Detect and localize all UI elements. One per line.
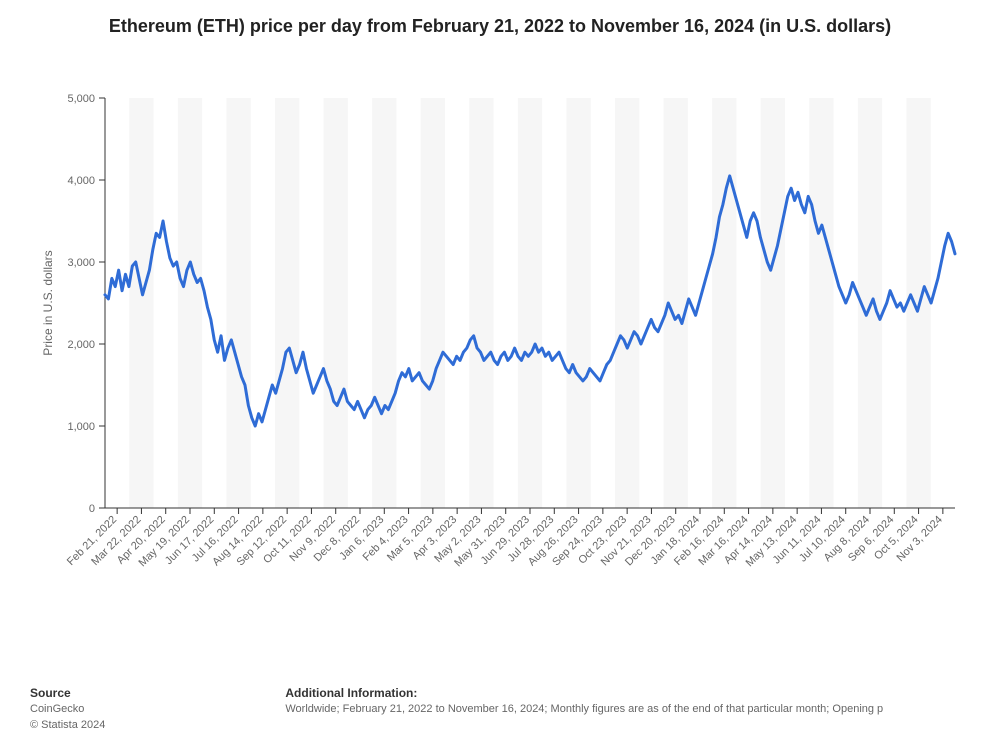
plot-band — [226, 98, 250, 508]
y-tick-label: 0 — [89, 503, 95, 515]
y-tick-label: 2,000 — [67, 339, 95, 351]
y-tick-label: 4,000 — [67, 175, 95, 187]
footer-source-heading: Source — [30, 686, 71, 700]
plot-band — [518, 98, 542, 508]
y-tick-label: 1,000 — [67, 421, 95, 433]
chart-area: 0 1,000 2,000 3,000 4,000 5,000 Price in U.S. … — [30, 78, 970, 638]
plot-band — [178, 98, 202, 508]
y-tick-label: 3,000 — [67, 257, 95, 269]
plot-band — [421, 98, 445, 508]
footer-additional: Additional Information: Worldwide; Febru… — [285, 685, 883, 733]
footer-copyright: © Statista 2024 — [30, 719, 105, 731]
plot-band — [615, 98, 639, 508]
chart-title: Ethereum (ETH) price per day from Februa… — [0, 0, 1000, 38]
plot-band — [761, 98, 785, 508]
plot-band — [809, 98, 833, 508]
y-axis-label: Price in U.S. dollars — [41, 250, 55, 355]
plot-band — [712, 98, 736, 508]
footer-additional-text: Worldwide; February 21, 2022 to November… — [285, 703, 883, 715]
chart-svg: 0 1,000 2,000 3,000 4,000 5,000 Price in U.S. … — [30, 78, 970, 638]
plot-band — [566, 98, 590, 508]
footer-source: Source CoinGecko © Statista 2024 — [30, 685, 105, 733]
footer-source-name: CoinGecko — [30, 703, 84, 715]
plot-band — [469, 98, 493, 508]
plot-band — [129, 98, 153, 508]
footer: Source CoinGecko © Statista 2024 Additio… — [30, 685, 1000, 733]
footer-additional-heading: Additional Information: — [285, 686, 417, 700]
plot-band — [324, 98, 348, 508]
plot-band — [372, 98, 396, 508]
y-tick-label: 5,000 — [67, 93, 95, 105]
plot-band — [275, 98, 299, 508]
